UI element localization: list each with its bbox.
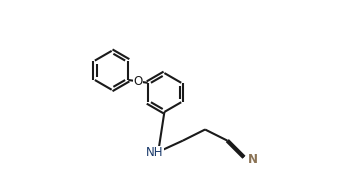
Text: NH: NH: [145, 146, 163, 159]
Text: N: N: [248, 153, 258, 166]
Text: O: O: [133, 75, 143, 88]
